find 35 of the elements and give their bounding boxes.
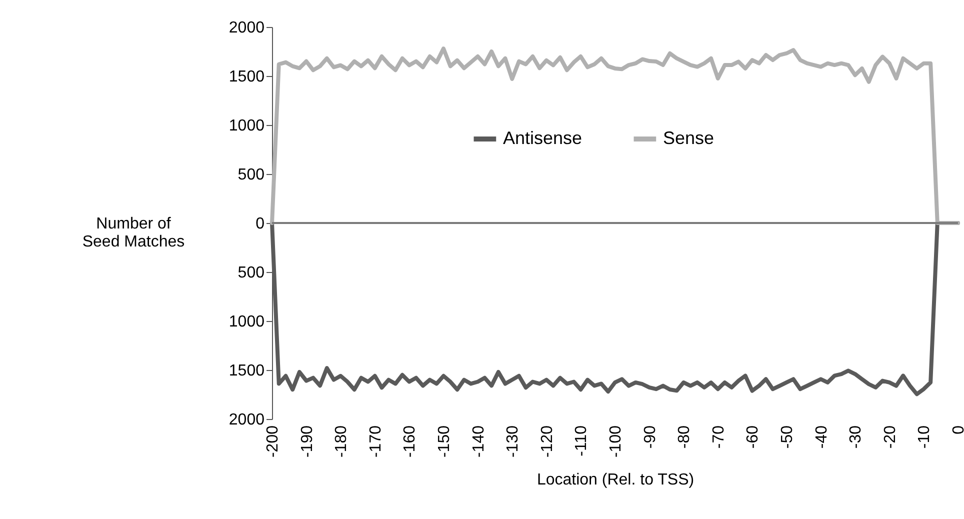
y-tick-label: 500 [238,166,265,184]
x-tick-label: -170 [367,425,384,458]
x-tick-label: -40 [813,425,830,449]
legend-label: Sense [662,128,714,148]
x-tick-label: -130 [504,425,522,458]
y-tick-label: 1000 [228,118,265,134]
y-tick-label: 0 [256,216,265,232]
x-tick-label: -10 [916,425,934,449]
x-tick-label: 0 [950,425,964,434]
x-tick-label: -100 [608,425,624,458]
x-tick-label: -20 [882,425,899,449]
x-tick-label: -110 [573,425,590,456]
y-tick-label: 500 [238,264,265,282]
x-tick-label: -140 [470,425,488,458]
x-tick-label: -60 [744,425,762,449]
y-tick-label: 1000 [228,314,265,330]
x-tick-label: -80 [676,425,694,449]
y-axis-title: Number of Seed Matches [82,216,185,250]
legend-label: Antisense [502,128,582,148]
y-tick-label: 1500 [228,362,265,380]
x-tick-label: -180 [333,425,350,458]
x-tick-label: -70 [710,425,728,449]
x-tick-label: -120 [538,425,556,458]
x-tick-label: -150 [436,425,453,458]
x-tick-label: -160 [402,425,419,458]
x-tick-label: -190 [298,425,316,458]
y-tick-label: 2000 [228,412,265,428]
x-tick-label: -90 [642,425,659,449]
x-tick-label: -200 [264,425,282,458]
line-series [270,46,960,225]
x-axis-title: Location (Rel. to TSS) [536,472,694,489]
x-tick-label: -30 [848,425,865,449]
y-tick-label: 1500 [228,68,265,86]
y-tick-label: 2000 [228,20,265,36]
x-tick-label: -50 [779,425,796,449]
